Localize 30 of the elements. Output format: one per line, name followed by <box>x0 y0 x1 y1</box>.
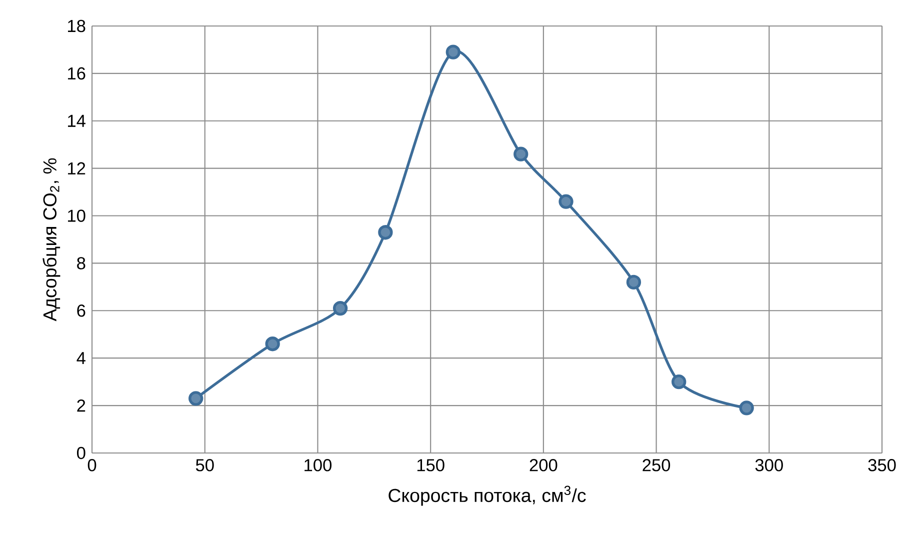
x-tick-label: 350 <box>868 459 896 472</box>
x-tick-label: 150 <box>417 459 444 472</box>
y-tick-label: 12 <box>68 162 86 174</box>
point <box>265 336 280 352</box>
y-axis-title: Адсорбция CO$_{2}$, % <box>42 158 60 322</box>
point <box>626 274 642 290</box>
x-tick-label: 300 <box>755 459 783 472</box>
x-axis-title: Скорость потока, см$^{3}$/с <box>388 486 586 506</box>
x-tick-label: 50 <box>196 459 214 472</box>
point <box>672 374 686 390</box>
x-tick-label: 200 <box>530 459 558 472</box>
point <box>514 146 528 162</box>
y-tick-label: 14 <box>68 114 86 127</box>
y-tick-label: 2 <box>77 399 86 412</box>
point <box>739 400 754 416</box>
y-tick-label: 0 <box>77 446 86 460</box>
point <box>558 194 574 209</box>
y-tick-label: 6 <box>77 304 86 317</box>
y-tick-label: 4 <box>76 352 86 364</box>
y-tick-label: 8 <box>77 257 86 270</box>
point <box>188 391 204 406</box>
point <box>446 44 460 60</box>
point <box>378 225 393 240</box>
point <box>332 300 348 316</box>
x-tick-label: 0 <box>88 459 96 472</box>
y-tick-label: 18 <box>68 20 86 32</box>
y-tick-label: 10 <box>68 210 86 222</box>
y-tick-label: 16 <box>68 67 86 80</box>
x-tick-label: 250 <box>642 459 670 472</box>
x-tick-label: 100 <box>304 459 332 472</box>
